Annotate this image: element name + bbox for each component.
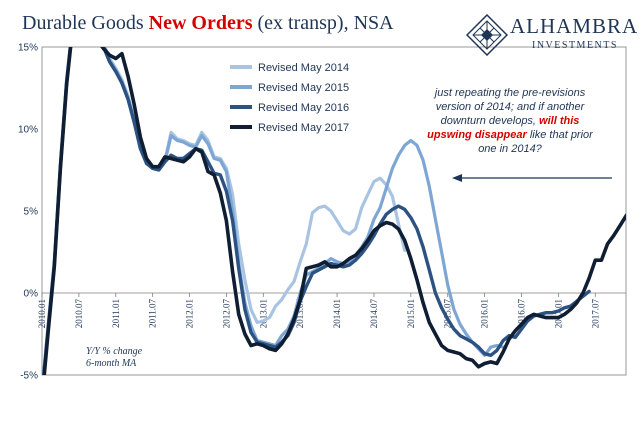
y-tick-label: 0% [24, 289, 39, 300]
title-highlight: New Orders [148, 12, 253, 34]
x-tick-label: 2015.07 [443, 299, 453, 329]
annotation-note: just repeating the pre-revisions version… [424, 86, 596, 156]
legend-label-2: Revised May 2015 [258, 82, 349, 94]
legend-label-3: Revised May 2016 [258, 102, 349, 114]
x-tick-label: 2015.01 [406, 299, 416, 328]
method-line1: Y/Y % change [86, 346, 143, 357]
x-tick-label: 2014.01 [332, 299, 342, 328]
annotation-text2: like that prior one in 2014? [478, 129, 593, 155]
logo-subtitle: INVESTMENTS [532, 40, 618, 51]
annotation-arrow [452, 174, 612, 182]
legend: Revised May 2014 Revised May 2015 Revised … [230, 62, 349, 134]
x-tick-label: 2011.07 [148, 299, 158, 328]
title-part2: (ex transp), NSA [252, 12, 394, 34]
y-tick-label: -5% [20, 371, 38, 382]
method-note: Y/Y % change 6-month MA [86, 346, 142, 370]
diamond-lattice-icon [466, 14, 508, 56]
x-tick-label: 2016.07 [516, 299, 526, 329]
x-tick-label: 2012.07 [221, 299, 231, 329]
series-line-4 [42, 47, 626, 375]
annotation-text1: just repeating the pre-revisions version… [434, 87, 586, 127]
x-tick-label: 2012.01 [185, 299, 195, 328]
x-tick-label: 2010.07 [74, 299, 84, 329]
chart-border [41, 46, 627, 376]
y-tick-label: 10% [18, 125, 38, 136]
annotation-highlight: will this upswing disappear [427, 115, 580, 141]
series-line-1 [42, 47, 407, 375]
y-tick-label: 5% [24, 207, 39, 218]
y-tick-label: 15% [18, 43, 38, 54]
x-tick-label: 2016.01 [480, 299, 490, 328]
alhambra-logo: ALHAMBRA INVESTMENTS [466, 12, 639, 58]
title-part1: Durable Goods [22, 12, 149, 34]
series-line-3 [42, 47, 591, 375]
legend-label-1: Revised May 2014 [258, 62, 349, 74]
x-tick-label: 2013.07 [295, 299, 305, 329]
x-tick-label: 2017.01 [553, 299, 563, 328]
page-title: Durable Goods New Orders (ex transp), NS… [22, 12, 394, 35]
x-tick-label: 2013.01 [258, 299, 268, 328]
y-axis: -5% 0% 5% 10% 15% [18, 43, 626, 382]
x-tick-label: 2010.01 [37, 299, 47, 328]
x-axis: 2010.01 2010.07 2011.01 2011.07 2012.01 2012.… [37, 293, 600, 328]
x-tick-label: 2014.07 [369, 299, 379, 329]
method-line2: 6-month MA [86, 358, 137, 369]
logo-name: ALHAMBRA [510, 14, 639, 38]
x-tick-label: 2011.01 [111, 299, 121, 328]
legend-label-4: Revised May 2017 [258, 122, 349, 134]
x-tick-label: 2017.07 [590, 299, 600, 329]
series-lines [42, 47, 626, 375]
